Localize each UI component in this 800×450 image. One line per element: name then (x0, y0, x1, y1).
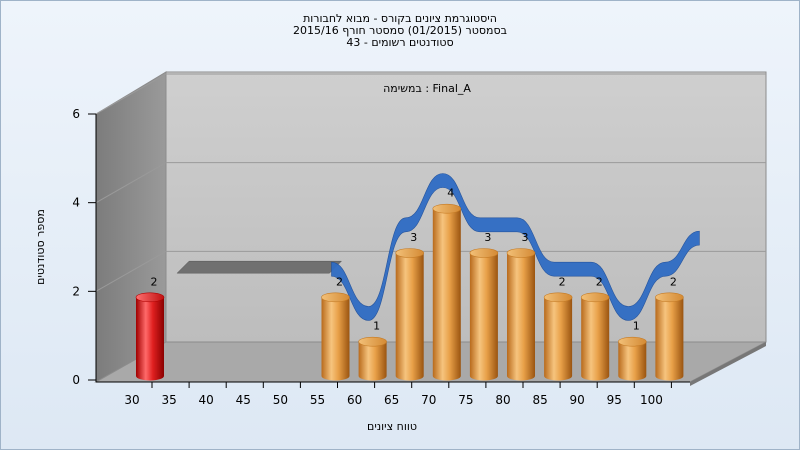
bar (395, 248, 425, 381)
bar-top (469, 248, 499, 258)
bar-top (395, 248, 425, 258)
x-tick-label: 60 (347, 393, 362, 407)
flat-ribbon (176, 260, 343, 274)
data-label: 2 (559, 275, 566, 288)
bar (617, 336, 647, 381)
x-tick-label: 85 (532, 393, 547, 407)
bar-body (618, 341, 647, 381)
data-label: 2 (336, 275, 343, 288)
x-tick-label: 45 (236, 393, 251, 407)
bar-top (432, 203, 462, 214)
x-tick-label: 35 (161, 393, 176, 407)
x-tick-label: 80 (495, 393, 510, 407)
y-tick-label: 2 (72, 284, 80, 298)
x-tick-label: 30 (124, 393, 139, 407)
bar (358, 336, 387, 381)
x-tick-label: 40 (199, 393, 214, 407)
data-label: 1 (373, 320, 380, 333)
chart-right-side (690, 342, 766, 386)
x-tick-label: 50 (273, 393, 288, 407)
bar-top (321, 292, 350, 303)
bar-body (358, 341, 387, 381)
axes: 0 2 4 6 30 35 40 45 50 55 60 65 70 75 80 85 90 95 100 (72, 107, 690, 407)
data-label: 2 (670, 275, 677, 288)
bar-body (655, 297, 684, 381)
value-labels: 2 2 1 3 4 3 3 2 2 1 2 (151, 187, 677, 333)
x-tick-label: 65 (384, 393, 399, 407)
bar-body (469, 253, 498, 381)
bar (543, 292, 573, 381)
x-tick-label: 70 (421, 393, 436, 407)
bar-body (395, 253, 424, 381)
data-label: 3 (484, 231, 491, 244)
chart-title-line-3: סטודנטים רשומים - 43 (346, 36, 454, 49)
bar-body (321, 297, 350, 381)
data-label: 2 (596, 275, 603, 288)
data-label: 3 (410, 231, 417, 244)
bar-body (544, 297, 573, 381)
trend-ribbons (176, 173, 700, 321)
y-tick-label: 6 (72, 107, 80, 121)
x-tick-label: 55 (310, 393, 325, 407)
chart-title-line-1: היסטוגרמת ציונים בקורס - מבוא לחבורות (303, 12, 497, 25)
data-label: 2 (151, 275, 158, 288)
bar (506, 248, 536, 381)
bar (580, 292, 610, 381)
bar (321, 292, 350, 381)
bars (135, 203, 684, 381)
bar-body (136, 297, 164, 381)
bar-body (432, 208, 461, 381)
x-tick-label: 75 (458, 393, 473, 407)
bar-top (617, 336, 647, 347)
bar (135, 292, 165, 381)
trend-ribbon (331, 173, 700, 321)
bar-top (655, 292, 684, 303)
bar-top (135, 292, 165, 303)
chart-title-line-2: בסמסטר (01/2015) סמסטר חורף 2015/16 (293, 24, 507, 37)
bar (655, 292, 684, 381)
x-tick-label: 90 (570, 393, 585, 407)
bar-top (543, 292, 573, 303)
y-tick-label: 0 (72, 373, 80, 387)
bar-body (581, 297, 610, 381)
gridlines (95, 73, 766, 292)
y-tick-label: 4 (72, 196, 80, 210)
gridline-side (95, 73, 167, 115)
x-tick-label: 100 (640, 393, 663, 407)
data-label: 4 (447, 187, 454, 200)
data-label: 3 (522, 231, 529, 244)
bar (469, 248, 499, 381)
bar-top (506, 248, 536, 258)
bar (432, 203, 462, 381)
gridline-side (95, 250, 167, 292)
x-tick-label: 95 (607, 393, 622, 407)
gridline-side (95, 162, 167, 204)
bar-top (358, 336, 387, 347)
bar-body (507, 253, 535, 381)
x-axis-title: טווח ציונים (367, 420, 417, 433)
y-axis-title: מספר סטודנטים (34, 209, 47, 285)
bar-top (580, 292, 610, 303)
data-label: 1 (633, 320, 640, 333)
annotation-label: במשימה : Final_A (383, 82, 471, 95)
